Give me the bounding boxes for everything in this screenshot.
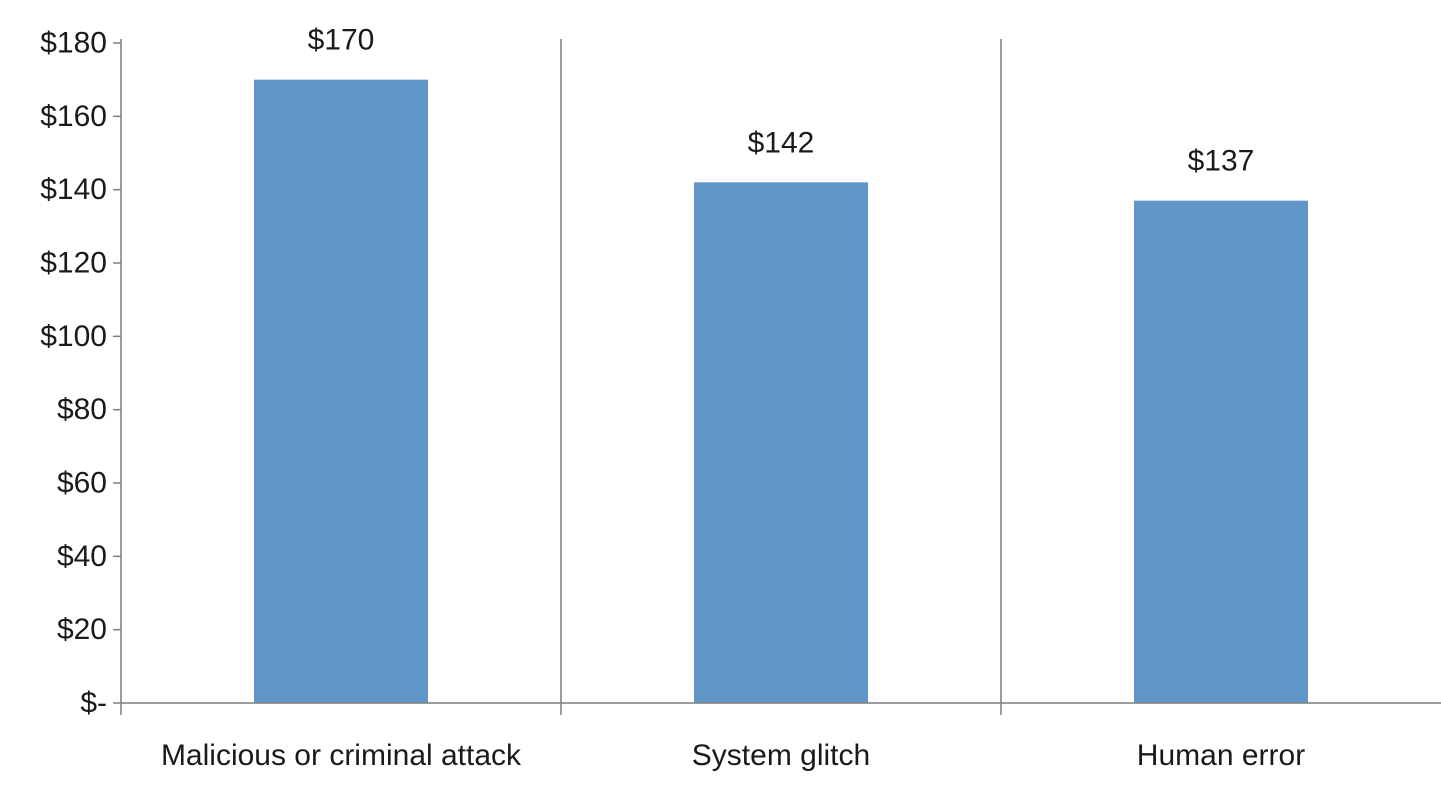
bar: [1134, 200, 1308, 703]
data-labels-group: $170 $142 $137: [308, 24, 1255, 178]
x-tick-label: Malicious or criminal attack: [161, 739, 522, 772]
y-tick-label: $40: [57, 540, 107, 573]
axes-group: [120, 39, 1441, 704]
y-tick-label: $140: [40, 173, 107, 206]
y-tick-label: $80: [57, 393, 107, 426]
x-tick-label: System glitch: [692, 739, 870, 772]
y-tick-label: $160: [40, 100, 107, 133]
category-separators: [120, 39, 1002, 715]
x-tick-label: Human error: [1137, 739, 1305, 772]
y-tick-label: $60: [57, 467, 107, 500]
x-axis-ticks: Malicious or criminal attack System glitc…: [161, 739, 1305, 772]
y-tick-label: $-: [80, 687, 107, 720]
bar: [694, 182, 868, 704]
y-axis-ticks: $- $20 $40 $60 $80 $100 $120 $140 $160 $180: [40, 27, 121, 720]
y-tick-label: $100: [40, 320, 107, 353]
data-label: $170: [308, 24, 375, 57]
data-label: $137: [1188, 145, 1255, 178]
y-tick-label: $180: [40, 27, 107, 60]
bars-group: [254, 79, 1308, 704]
y-tick-label: $120: [40, 247, 107, 280]
data-label: $142: [748, 126, 815, 159]
bar: [254, 79, 428, 703]
y-tick-label: $20: [57, 613, 107, 646]
